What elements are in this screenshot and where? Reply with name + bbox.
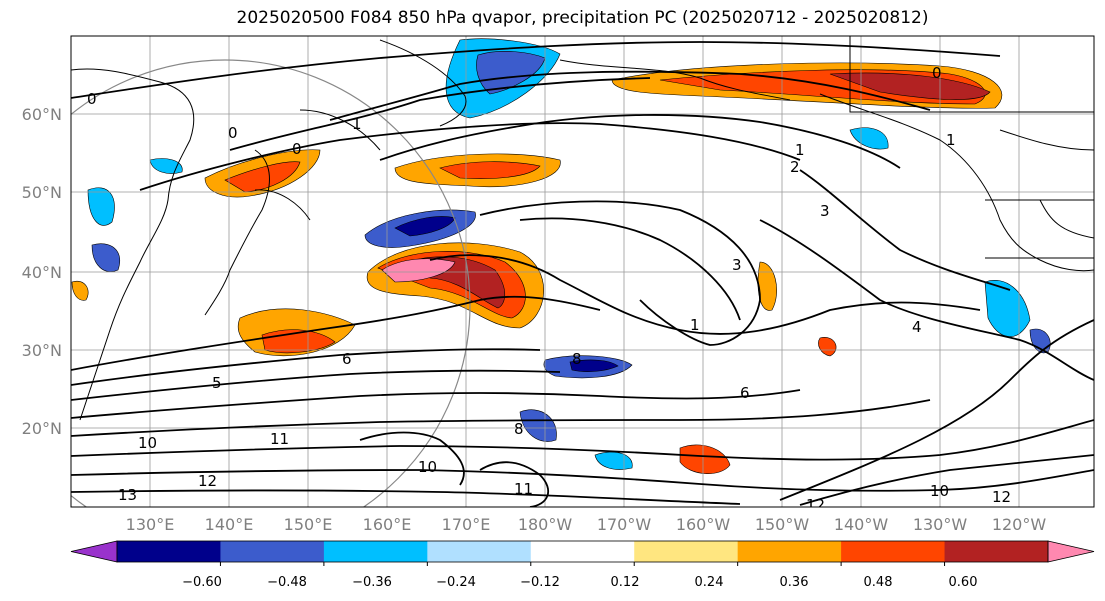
colorbar-tick-labels: −0.60 −0.48 −0.36 −0.24 −0.12 0.12 0.24 … bbox=[182, 575, 977, 590]
anomaly-negative-kamchatka-core bbox=[476, 51, 546, 95]
lat-label: 20°N bbox=[22, 419, 62, 438]
colorbar-segment bbox=[323, 541, 428, 562]
contour-label: 2 bbox=[790, 158, 800, 176]
precip-shading bbox=[71, 38, 1051, 474]
lon-label: 170°E bbox=[442, 515, 491, 534]
anomaly-negative-west bbox=[87, 187, 115, 226]
lon-label: 140°W bbox=[834, 515, 889, 534]
contour-label: 5 bbox=[212, 374, 222, 392]
colorbar-tick-label: 0.24 bbox=[695, 575, 724, 590]
lon-label: 170°W bbox=[597, 515, 652, 534]
anomaly-positive-west-coast bbox=[71, 280, 89, 301]
colorbar-segment bbox=[634, 541, 739, 562]
latitude-labels: 60°N 50°N 40°N 30°N 20°N bbox=[22, 105, 62, 438]
anomaly-negative-subtropical-core bbox=[569, 359, 619, 372]
colorbar-segments bbox=[70, 540, 1095, 563]
range-circle bbox=[71, 59, 471, 507]
contour-label: 12 bbox=[198, 472, 217, 490]
lat-label: 40°N bbox=[22, 263, 62, 282]
colorbar-tick-label: −0.24 bbox=[436, 575, 476, 590]
anomaly-positive-subtropical bbox=[679, 444, 731, 474]
colorbar-tick-label: 0.48 bbox=[864, 575, 893, 590]
contour-label: 12 bbox=[806, 496, 825, 514]
colorbar-segment bbox=[530, 541, 635, 562]
contour-label: 1 bbox=[352, 115, 362, 133]
anomaly-negative-alaska bbox=[849, 127, 889, 150]
lat-label: 50°N bbox=[22, 183, 62, 202]
lat-label: 30°N bbox=[22, 341, 62, 360]
contour-label: 0 bbox=[292, 140, 302, 158]
anomaly-negative-west-b bbox=[91, 243, 120, 272]
contour-label: 8 bbox=[572, 350, 582, 368]
contour-label: 13 bbox=[118, 486, 137, 504]
anomaly-positive-gulf-alaska-max bbox=[829, 72, 991, 100]
contour-lines bbox=[71, 41, 1094, 507]
contour-labels: 0 0 0 0 1 1 1 1 2 3 3 4 5 6 6 8 8 10 10 … bbox=[87, 64, 1011, 514]
contour-label: 6 bbox=[342, 350, 352, 368]
contour-label: 11 bbox=[270, 430, 289, 448]
colorbar-tick-label: −0.36 bbox=[352, 575, 392, 590]
lat-label: 60°N bbox=[22, 105, 62, 124]
longitude-labels: 130°E 140°E 150°E 160°E 170°E 180°W 170°… bbox=[126, 515, 1047, 534]
colorbar-segment bbox=[737, 541, 842, 562]
lon-label: 130°E bbox=[126, 515, 175, 534]
colorbar-segment bbox=[117, 541, 221, 562]
lon-label: 180°W bbox=[518, 515, 573, 534]
contour-label: 0 bbox=[228, 124, 238, 142]
contour-label: 11 bbox=[514, 480, 533, 498]
lon-label: 130°W bbox=[913, 515, 968, 534]
lon-label: 160°W bbox=[676, 515, 731, 534]
contour-label: 10 bbox=[138, 434, 157, 452]
contour-label: 8 bbox=[514, 420, 524, 438]
anomaly-positive-north-pacific-core bbox=[439, 161, 541, 179]
anomaly-negative-hawaii bbox=[519, 409, 557, 442]
map-area: 0 0 0 0 1 1 1 1 2 3 3 4 5 6 6 8 8 10 10 … bbox=[71, 36, 1094, 514]
anomaly-positive-central-max bbox=[381, 258, 456, 283]
anomaly-negative-west-c bbox=[149, 158, 183, 174]
colorbar-tick-label: −0.12 bbox=[520, 575, 560, 590]
colorbar-tick-label: −0.48 bbox=[267, 575, 307, 590]
lon-label: 140°E bbox=[205, 515, 254, 534]
colorbar-outline bbox=[116, 540, 1049, 563]
map-frame bbox=[70, 35, 1095, 508]
contour-label: 0 bbox=[87, 90, 97, 108]
lon-label: 150°E bbox=[284, 515, 333, 534]
contour-label: 1 bbox=[795, 141, 805, 159]
lon-label: 150°W bbox=[755, 515, 810, 534]
contour-label: 4 bbox=[912, 318, 922, 336]
contour-label: 12 bbox=[992, 488, 1011, 506]
colorbar-tick-label: 0.60 bbox=[949, 575, 978, 590]
anomaly-negative-central-core bbox=[394, 216, 456, 237]
contour-label: 6 bbox=[740, 384, 750, 402]
colorbar-ticks bbox=[219, 562, 946, 566]
contour-label: 3 bbox=[820, 202, 830, 220]
colorbar-extend-high bbox=[1047, 540, 1095, 563]
lon-label: 160°E bbox=[363, 515, 412, 534]
contour-label: 1 bbox=[690, 316, 700, 334]
map-title: 2025020500 F084 850 hPa qvapor, precipit… bbox=[236, 8, 929, 28]
contour-label: 1 bbox=[946, 131, 956, 149]
colorbar-tick-label: 0.36 bbox=[780, 575, 809, 590]
contour-label: 10 bbox=[930, 482, 949, 500]
contour-label: 10 bbox=[418, 458, 437, 476]
contour-label: 3 bbox=[732, 256, 742, 274]
colorbar-segment bbox=[841, 541, 946, 562]
colorbar-tick-label: 0.12 bbox=[611, 575, 640, 590]
colorbar-segment bbox=[220, 541, 325, 562]
colorbar-segment bbox=[427, 541, 532, 562]
colorbar-extend-low bbox=[70, 540, 118, 563]
colorbar-segment bbox=[944, 541, 1049, 562]
anomaly-positive-east-b bbox=[818, 337, 837, 357]
colorbar-tick-label: −0.60 bbox=[182, 575, 222, 590]
lon-label: 120°W bbox=[992, 515, 1047, 534]
colorbar: −0.60 −0.48 −0.36 −0.24 −0.12 0.12 0.24 … bbox=[70, 540, 1095, 590]
contour-label: 0 bbox=[932, 64, 942, 82]
